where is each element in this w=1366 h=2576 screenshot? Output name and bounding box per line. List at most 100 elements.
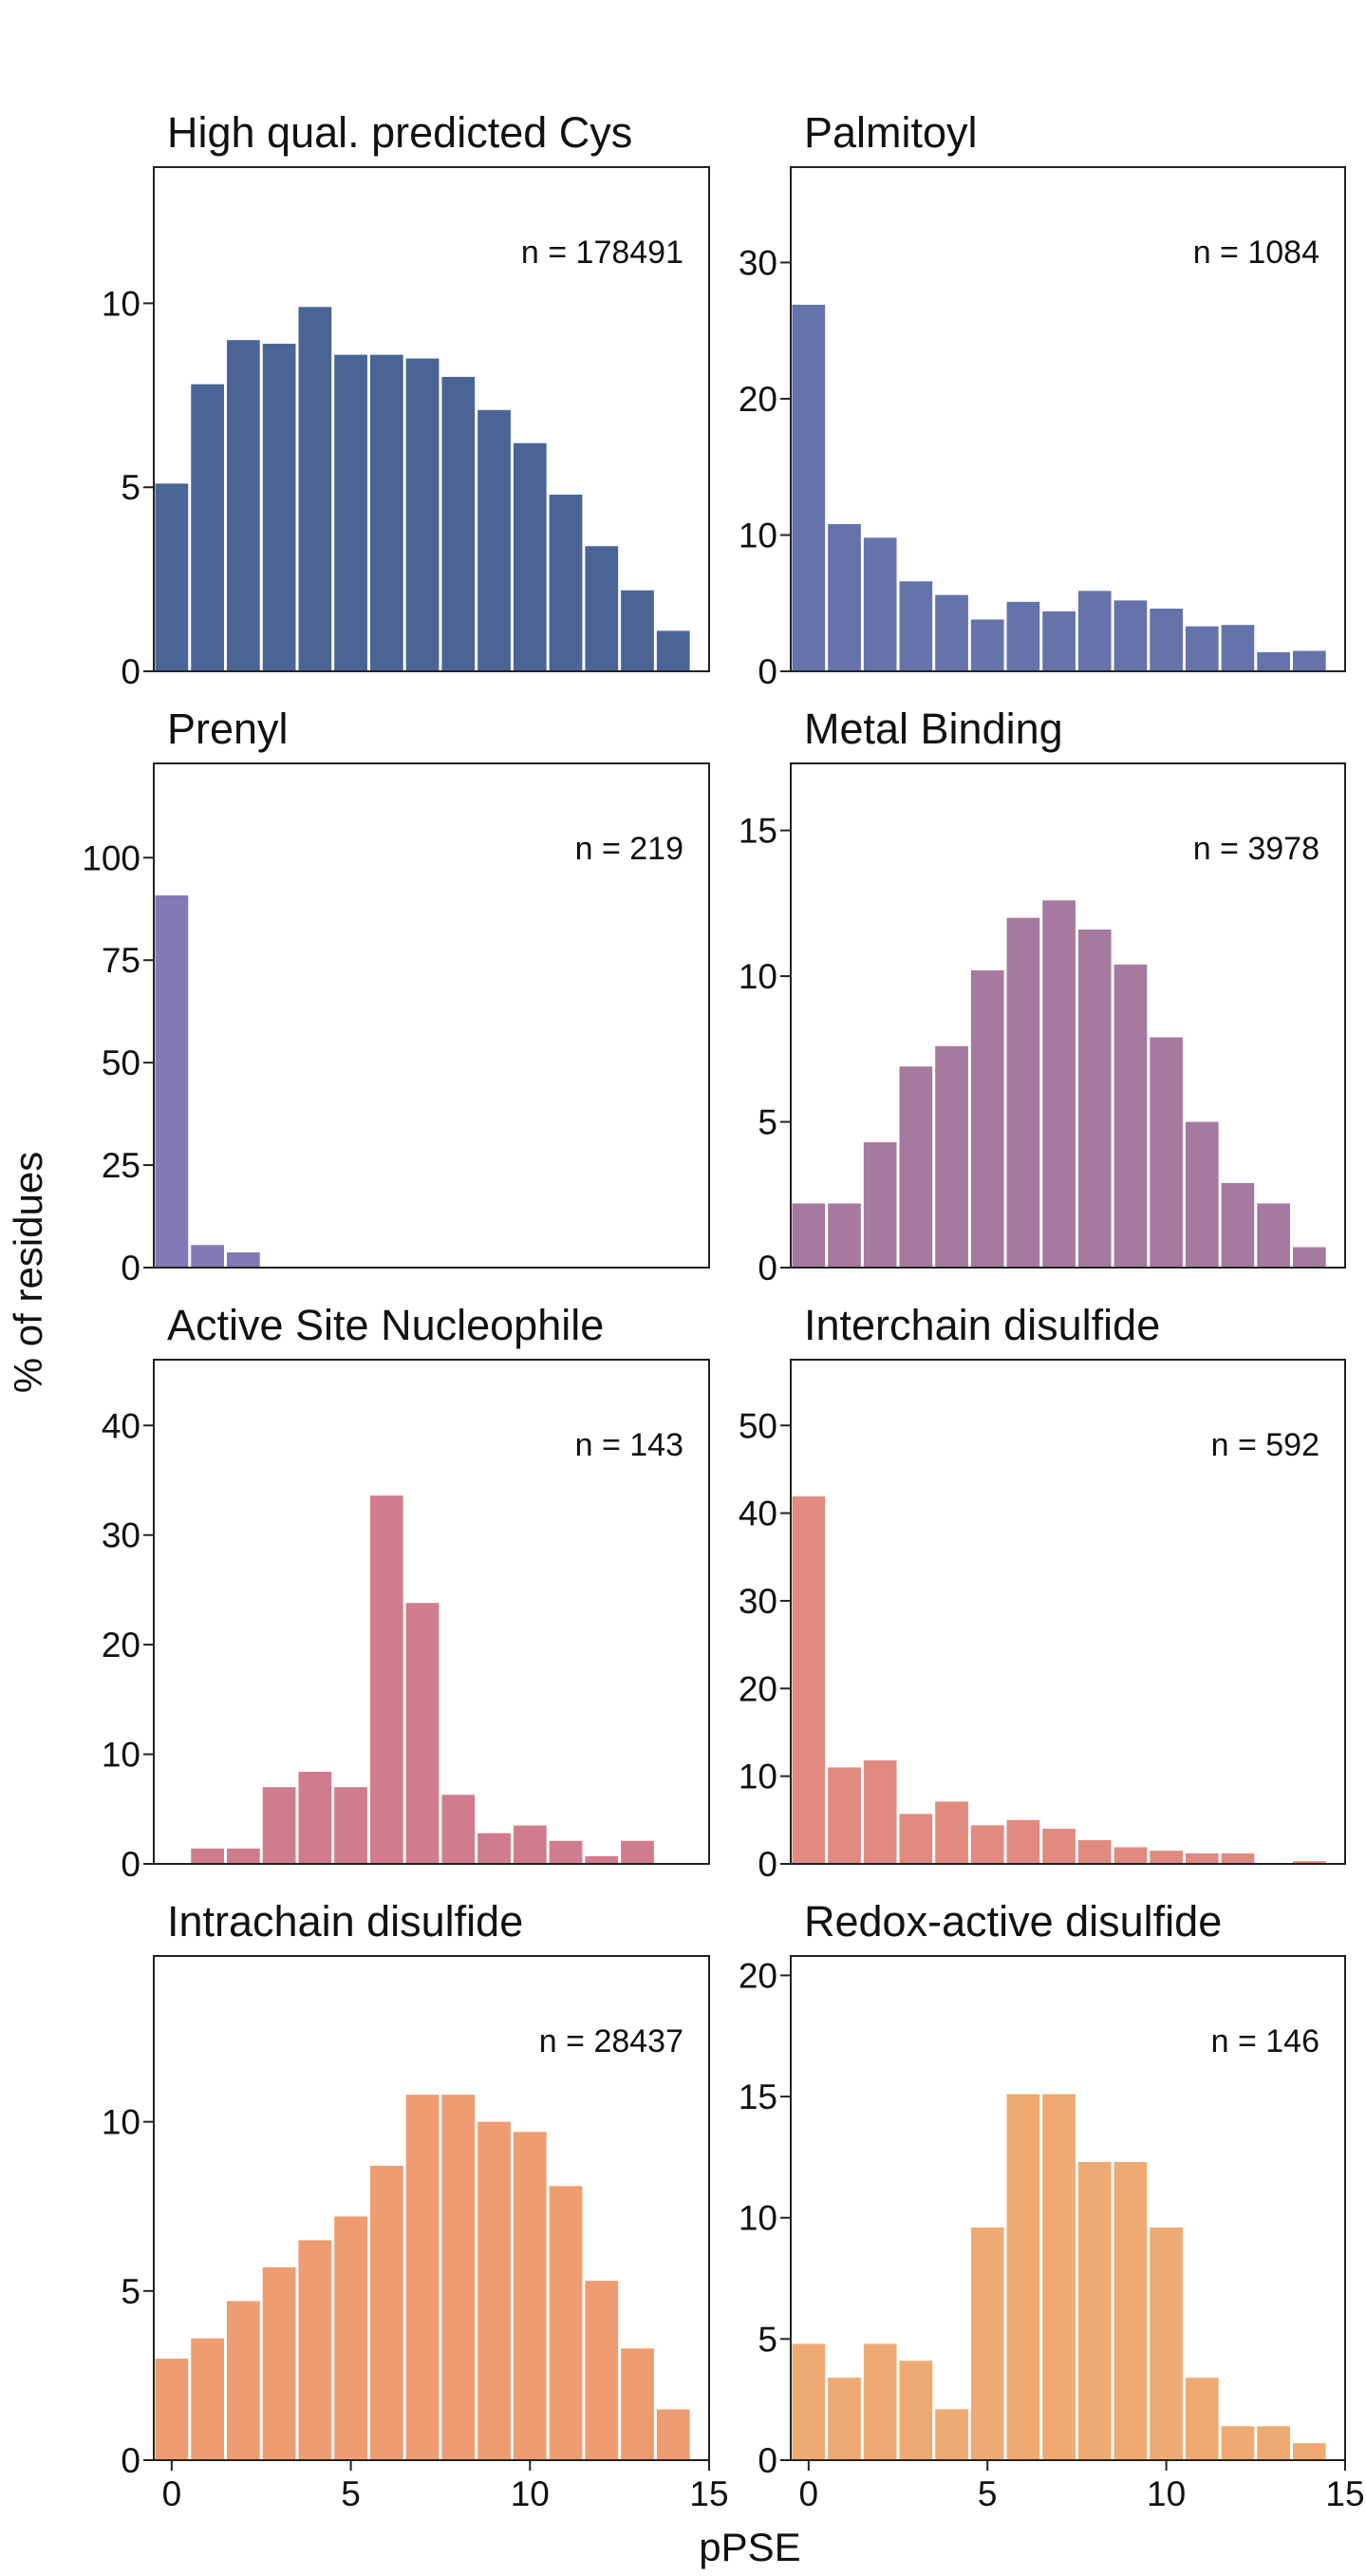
panel-interchain-disulfide-ytick-0: 0 (758, 1845, 777, 1884)
panel-palmitoyl-bar-2 (863, 537, 897, 671)
panel-prenyl-n-label: n = 219 (575, 831, 683, 867)
panel-prenyl-title: Prenyl (167, 705, 289, 753)
panel-high-qual-predicted-cys-bar-8 (441, 376, 476, 671)
panel-intrachain-disulfide-bar-0 (155, 2359, 189, 2460)
panel-intrachain-disulfide-bar-4 (298, 2240, 332, 2460)
panel-metal-binding-bar-13 (1257, 1203, 1290, 1268)
panel-redox-active-disulfide-bar-14 (1292, 2443, 1326, 2460)
panel-intrachain-disulfide-bar-12 (585, 2281, 619, 2460)
panel-interchain-disulfide-bar-0 (792, 1496, 826, 1864)
panel-high-qual-predicted-cys-bar-5 (334, 354, 367, 671)
panel-intrachain-disulfide-ytick-10: 10 (102, 2103, 140, 2142)
panel-redox-active-disulfide-bar-10 (1150, 2227, 1183, 2460)
panel-redox-active-disulfide-bar-0 (792, 2343, 826, 2460)
panel-prenyl-ytick-50: 50 (102, 1044, 140, 1082)
panel-high-qual-predicted-cys-bar-0 (155, 483, 189, 671)
panel-active-site-nucleophile-ytick-20: 20 (102, 1626, 140, 1664)
panel-high-qual-predicted-cys-bar-10 (513, 442, 547, 671)
panel-redox-active-disulfide-bar-12 (1221, 2426, 1255, 2460)
panel-active-site-nucleophile-title: Active Site Nucleophile (167, 1301, 604, 1349)
panel-redox-active-disulfide-ytick-15: 15 (739, 2078, 777, 2116)
panel-high-qual-predicted-cys-bar-14 (656, 630, 690, 671)
panel-redox-active-disulfide-bar-4 (935, 2409, 968, 2460)
panel-redox-active-disulfide-bar-5 (970, 2227, 1004, 2460)
panel-active-site-nucleophile-ytick-0: 0 (121, 1845, 140, 1884)
panel-redox-active-disulfide-bar-3 (899, 2360, 933, 2460)
panel-metal-binding-ytick-10: 10 (739, 957, 777, 996)
panel-redox-active-disulfide-bar-9 (1113, 2161, 1148, 2460)
panel-intrachain-disulfide-bar-10 (513, 2132, 547, 2460)
panel-active-site-nucleophile: Active Site Nucleophile n = 143 0 10 20 30 40 (102, 1301, 710, 1884)
panel-metal-binding-ytick-15: 15 (739, 812, 777, 851)
panel-high-qual-predicted-cys-bar-7 (405, 358, 440, 671)
panel-high-qual-predicted-cys-ytick-5: 5 (121, 468, 140, 507)
panel-palmitoyl-bar-3 (899, 581, 933, 671)
panel-intrachain-disulfide-bar-14 (656, 2409, 690, 2460)
panel-intrachain-disulfide-xtick-15: 15 (689, 2474, 728, 2513)
panel-intrachain-disulfide-bar-2 (226, 2301, 260, 2460)
panel-intrachain-disulfide-frame (153, 1955, 710, 2461)
panel-active-site-nucleophile-bar-10 (513, 1825, 547, 1864)
panel-palmitoyl-ytick-10: 10 (739, 516, 777, 555)
panel-active-site-nucleophile-bar-6 (369, 1495, 403, 1864)
panel-high-qual-predicted-cys-ytick-10: 10 (102, 284, 140, 323)
panel-prenyl-ytick-0: 0 (121, 1249, 140, 1288)
panel-metal-binding-n-label: n = 3978 (1193, 831, 1319, 867)
panel-interchain-disulfide-title: Interchain disulfide (804, 1301, 1160, 1349)
panel-interchain-disulfide-frame (790, 1359, 1346, 1865)
panel-prenyl-ytick-75: 75 (102, 941, 140, 980)
panel-intrachain-disulfide-bar-3 (262, 2266, 296, 2460)
panel-metal-binding-ytick-5: 5 (758, 1103, 777, 1142)
panel-intrachain-disulfide-xtick-0: 0 (162, 2474, 182, 2513)
panel-high-qual-predicted-cys-bar-9 (477, 409, 511, 671)
panel-active-site-nucleophile-bar-13 (621, 1840, 654, 1864)
panel-interchain-disulfide-ytick-50: 50 (739, 1406, 777, 1445)
panel-palmitoyl-bar-0 (792, 304, 826, 671)
panel-palmitoyl: Palmitoyl n = 1084 0 10 20 30 (739, 108, 1346, 691)
panel-palmitoyl-bar-14 (1292, 650, 1326, 671)
panel-metal-binding-bar-0 (792, 1203, 826, 1268)
panel-palmitoyl-bar-13 (1257, 651, 1290, 671)
panel-high-qual-predicted-cys-bar-6 (369, 354, 403, 671)
panel-redox-active-disulfide-xtick-0: 0 (799, 2474, 819, 2513)
panel-interchain-disulfide-bar-12 (1221, 1852, 1255, 1864)
panel-interchain-disulfide-bar-10 (1150, 1851, 1183, 1864)
panel-interchain-disulfide-bar-14 (1292, 1861, 1326, 1864)
panel-metal-binding-frame (790, 762, 1346, 1269)
panel-active-site-nucleophile-bar-8 (441, 1795, 476, 1864)
panel-high-qual-predicted-cys-ytick-0: 0 (121, 652, 140, 691)
panel-prenyl: Prenyl n = 219 0 25 50 75 100 (82, 705, 710, 1288)
panel-intrachain-disulfide-xtick-5: 5 (341, 2474, 361, 2513)
panel-palmitoyl-ytick-20: 20 (739, 380, 777, 419)
panel-redox-active-disulfide-bar-11 (1185, 2378, 1219, 2460)
panel-redox-active-disulfide-n-label: n = 146 (1211, 2023, 1319, 2059)
panel-active-site-nucleophile-ytick-40: 40 (102, 1406, 140, 1445)
panel-palmitoyl-frame (790, 166, 1346, 672)
panel-metal-binding-bar-4 (935, 1045, 968, 1268)
panel-interchain-disulfide-bar-6 (1006, 1819, 1040, 1864)
panel-interchain-disulfide-ytick-10: 10 (739, 1758, 777, 1796)
panel-palmitoyl-bar-1 (828, 524, 861, 671)
panel-high-qual-predicted-cys: High qual. predicted Cys n = 178491 0 5 10 (102, 108, 710, 691)
panel-metal-binding-bar-7 (1042, 900, 1076, 1268)
panel-redox-active-disulfide-ytick-0: 0 (758, 2441, 777, 2480)
panel-interchain-disulfide-n-label: n = 592 (1211, 1427, 1319, 1463)
panel-redox-active-disulfide-bar-1 (828, 2378, 861, 2460)
panel-prenyl-ytick-100: 100 (82, 838, 140, 877)
panel-intrachain-disulfide: Intrachain disulfide n = 28437 0 5 10 0 5 10 15 (102, 1897, 729, 2513)
panel-metal-binding-bar-5 (970, 969, 1004, 1268)
panel-prenyl-bar-1 (191, 1245, 224, 1268)
panel-palmitoyl-bar-5 (970, 619, 1004, 671)
panel-interchain-disulfide-bar-4 (935, 1801, 968, 1864)
panel-intrachain-disulfide-bar-1 (191, 2338, 224, 2460)
panel-active-site-nucleophile-bar-4 (298, 1772, 332, 1864)
panel-redox-active-disulfide-bar-6 (1006, 2094, 1040, 2460)
panel-prenyl-frame (153, 762, 710, 1269)
panel-redox-active-disulfide-xtick-5: 5 (978, 2474, 998, 2513)
panel-prenyl-bar-2 (226, 1252, 260, 1268)
panel-palmitoyl-n-label: n = 1084 (1193, 235, 1319, 271)
panel-intrachain-disulfide-bar-13 (621, 2348, 654, 2460)
panel-metal-binding-bar-14 (1292, 1247, 1326, 1268)
panel-metal-binding-bar-1 (828, 1203, 861, 1268)
